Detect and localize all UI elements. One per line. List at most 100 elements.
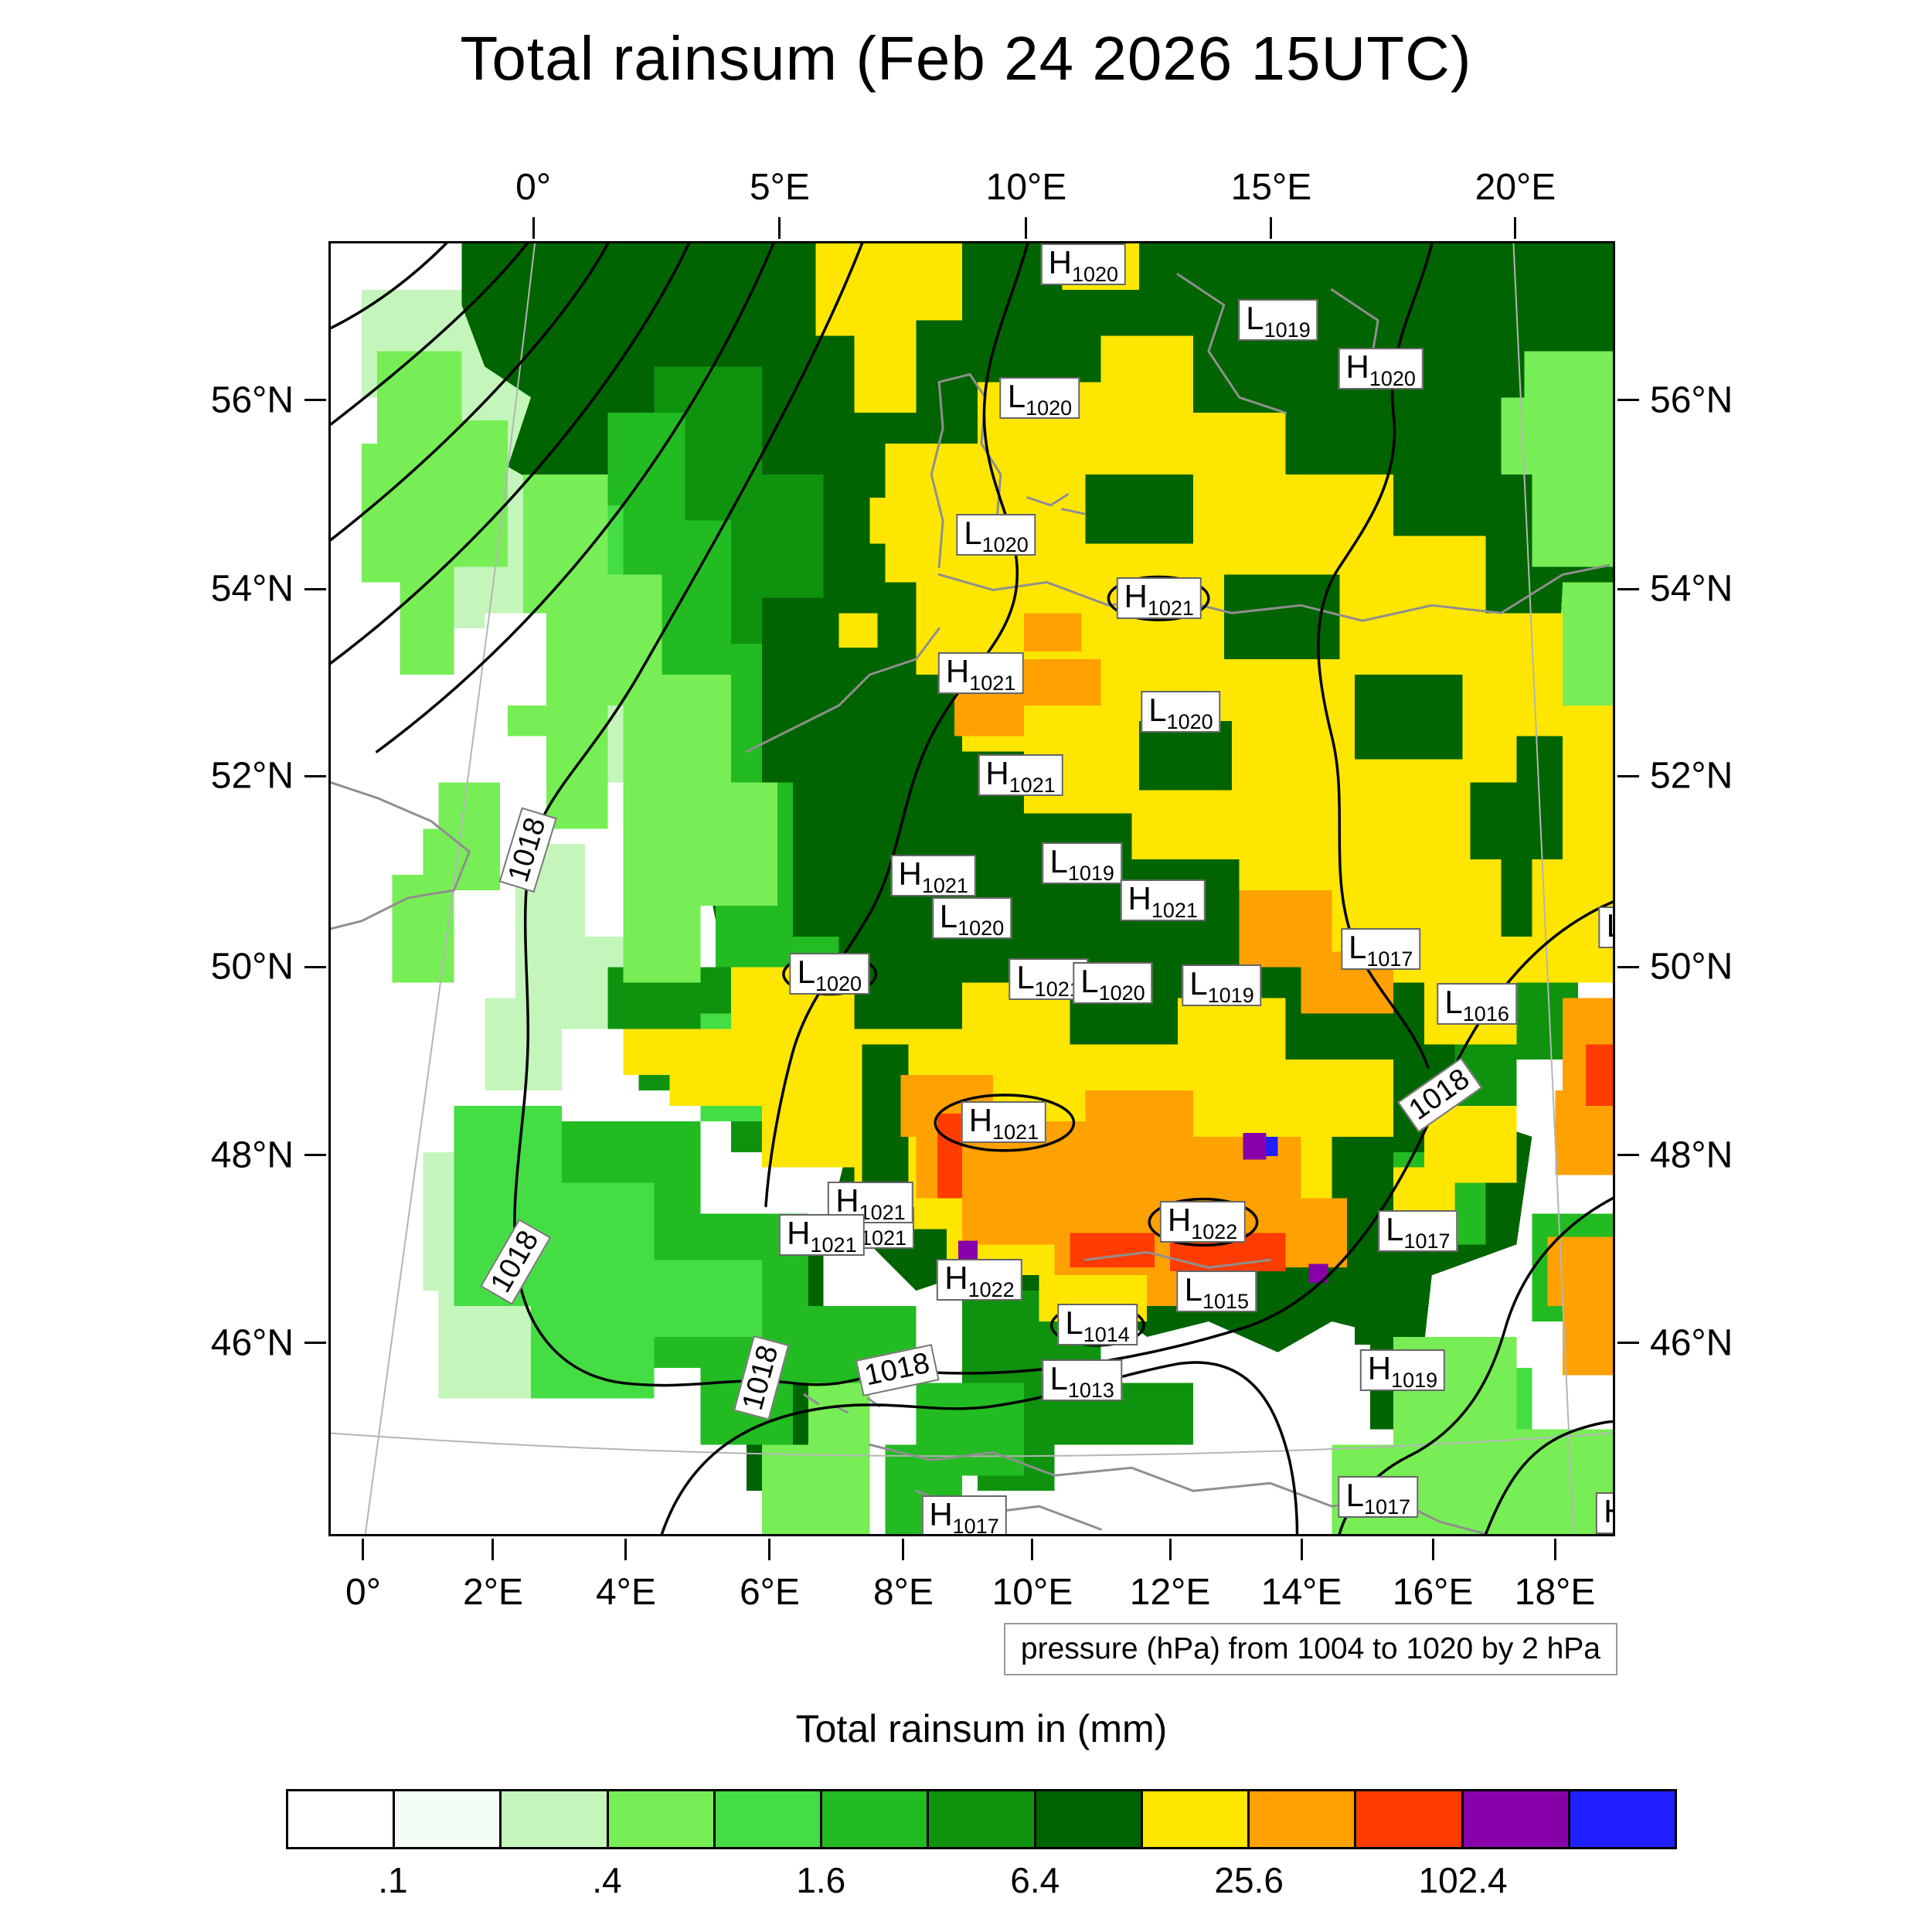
bottom-axis-tick <box>1168 1539 1172 1560</box>
pressure-label-layer: H1020 L1019 H1020 L1020 L1020 H1021 H1021 L1020… <box>331 243 1613 1534</box>
pressure-letter: L <box>1016 958 1035 995</box>
colorbar-cell <box>927 1791 1034 1847</box>
pressure-value: 1022 <box>968 1278 1015 1301</box>
pressure-center-label: L1020 <box>956 514 1036 556</box>
top-axis-label: 5°E <box>749 167 810 208</box>
pressure-letter: L <box>939 898 958 935</box>
right-axis-label: 52°N <box>1650 755 1733 797</box>
pressure-value: 1022 <box>1191 1219 1238 1243</box>
pressure-value: 1019 <box>1264 318 1311 342</box>
pressure-value: 1020 <box>981 533 1029 557</box>
pressure-value: 1014 <box>1083 1323 1130 1347</box>
colorbar-cell <box>1140 1791 1248 1847</box>
right-axis-tick <box>1617 1342 1639 1345</box>
top-axis-tick <box>1025 217 1028 239</box>
pressure-value: 1021 <box>1151 899 1198 923</box>
colorbar-labels: .1 .4 1.6 6.4 25.6 102.4 <box>286 1859 1677 1906</box>
rain-field <box>331 243 1613 1534</box>
pressure-letter: L <box>964 515 982 552</box>
bottom-axis-tick <box>1431 1539 1434 1560</box>
top-axis-tick <box>778 217 781 239</box>
contour-label: 1018 <box>480 1219 551 1305</box>
colorbar-cell <box>1354 1791 1461 1847</box>
colorbar-cell <box>713 1791 821 1847</box>
left-axis-tick <box>304 965 326 968</box>
map-canvas: H1020 L1019 H1020 L1020 L1020 H1021 H1021 L1020… <box>331 243 1613 1534</box>
colorbar-cell <box>606 1791 713 1847</box>
pressure-value: 1013 <box>1067 1379 1114 1403</box>
pressure-center-label: H1021 <box>978 754 1063 797</box>
pressure-center-label: H1022 <box>937 1259 1022 1301</box>
pressure-value: 1017 <box>1366 947 1413 971</box>
pressure-letter: H <box>898 855 922 893</box>
left-axis-label: 48°N <box>210 1134 294 1176</box>
contour-label: 1018 <box>1397 1057 1482 1133</box>
colorbar-cell <box>499 1791 607 1847</box>
pressure-letter: H <box>787 1214 811 1251</box>
pressure-letter: H <box>1345 348 1369 385</box>
pressure-letter: H <box>985 755 1009 792</box>
bottom-axis-tick <box>624 1539 628 1560</box>
right-axis-label: 48°N <box>1650 1134 1733 1176</box>
colorbar-tick-label: 102.4 <box>1418 1860 1508 1900</box>
colorbar-cell <box>288 1791 393 1847</box>
pressure-value: 1021 <box>1147 597 1194 621</box>
colorbar-tick-label: 6.4 <box>1010 1860 1060 1900</box>
pressure-center-label: L1019 <box>1182 964 1262 1007</box>
pressure-letter: L <box>1007 378 1026 415</box>
left-axis-tick <box>304 774 326 777</box>
pressure-value: 1016 <box>1462 1002 1509 1026</box>
colorbar-title: Total rainsum in (mm) <box>795 1707 1168 1750</box>
right-axis-label: 54°N <box>1650 568 1733 610</box>
pressure-letter: L <box>1345 1476 1365 1513</box>
left-axis-label: 50°N <box>210 946 294 988</box>
pressure-value: 1017 <box>952 1514 999 1534</box>
pressure-value: 1020 <box>1369 366 1416 390</box>
right-axis-label: 50°N <box>1650 946 1733 988</box>
pressure-center-label: L1014 <box>1057 1304 1138 1347</box>
top-axis-label: 10°E <box>985 167 1067 208</box>
pressure-letter: L <box>1049 842 1068 879</box>
pressure-center-label: H1020 <box>1338 347 1423 390</box>
pressure-value: 1020 <box>1071 262 1119 286</box>
pressure-letter: L <box>1386 1210 1404 1247</box>
pressure-center-label: L1017 <box>1378 1209 1458 1253</box>
map-frame: H1020 L1019 H1020 L1020 L1020 H1021 H1021 L1020… <box>328 241 1615 1536</box>
pressure-value: 1020 <box>1166 710 1213 734</box>
pressure-value: 1021 <box>810 1233 857 1257</box>
pressure-center-label: L1015 <box>1176 1270 1257 1313</box>
pressure-letter: L <box>1189 965 1208 1002</box>
top-axis-tick <box>532 217 535 239</box>
pressure-center-label: H1021 <box>890 855 976 898</box>
pressure-letter: L <box>797 954 815 991</box>
pressure-letter: L <box>1148 692 1167 729</box>
colorbar-cell <box>820 1791 927 1847</box>
pressure-center-label: L1020 <box>789 953 870 995</box>
contour-label: 1018 <box>733 1335 790 1420</box>
right-axis-tick <box>1617 965 1639 968</box>
pressure-letter: H <box>1128 880 1151 917</box>
bottom-axis-label: 16°E <box>1392 1572 1474 1613</box>
right-axis-tick <box>1617 774 1639 777</box>
right-axis-tick <box>1617 587 1639 590</box>
bottom-axis-tick <box>1553 1539 1556 1560</box>
pressure-center-label: H1021 <box>1116 577 1202 621</box>
bottom-axis-label: 2°E <box>463 1572 523 1613</box>
pressure-letter: H <box>1124 578 1148 615</box>
pressure-letter: L <box>1349 929 1367 966</box>
pressure-value: 1021 <box>992 1121 1039 1145</box>
pressure-center-label: L1020 <box>999 377 1080 420</box>
colorbar-tick-label: 25.6 <box>1214 1860 1284 1900</box>
colorbar-cell <box>1567 1791 1675 1847</box>
pressure-center-label: L1013 <box>1042 1359 1122 1403</box>
pressure-center-label: H1021 <box>961 1101 1047 1145</box>
pressure-letter: L <box>1246 299 1264 336</box>
pressure-value: 1021 <box>921 874 968 898</box>
bottom-axis-tick <box>1031 1539 1034 1560</box>
pressure-letter: L <box>1080 962 1099 999</box>
pressure-center-label: L1019 <box>1042 842 1122 884</box>
pressure-value: 1017 <box>1403 1229 1451 1253</box>
pressure-center-label: L <box>1598 906 1613 949</box>
pressure-center-label: H1022 <box>1159 1200 1246 1243</box>
pressure-center-label: L1017 <box>1341 928 1421 971</box>
